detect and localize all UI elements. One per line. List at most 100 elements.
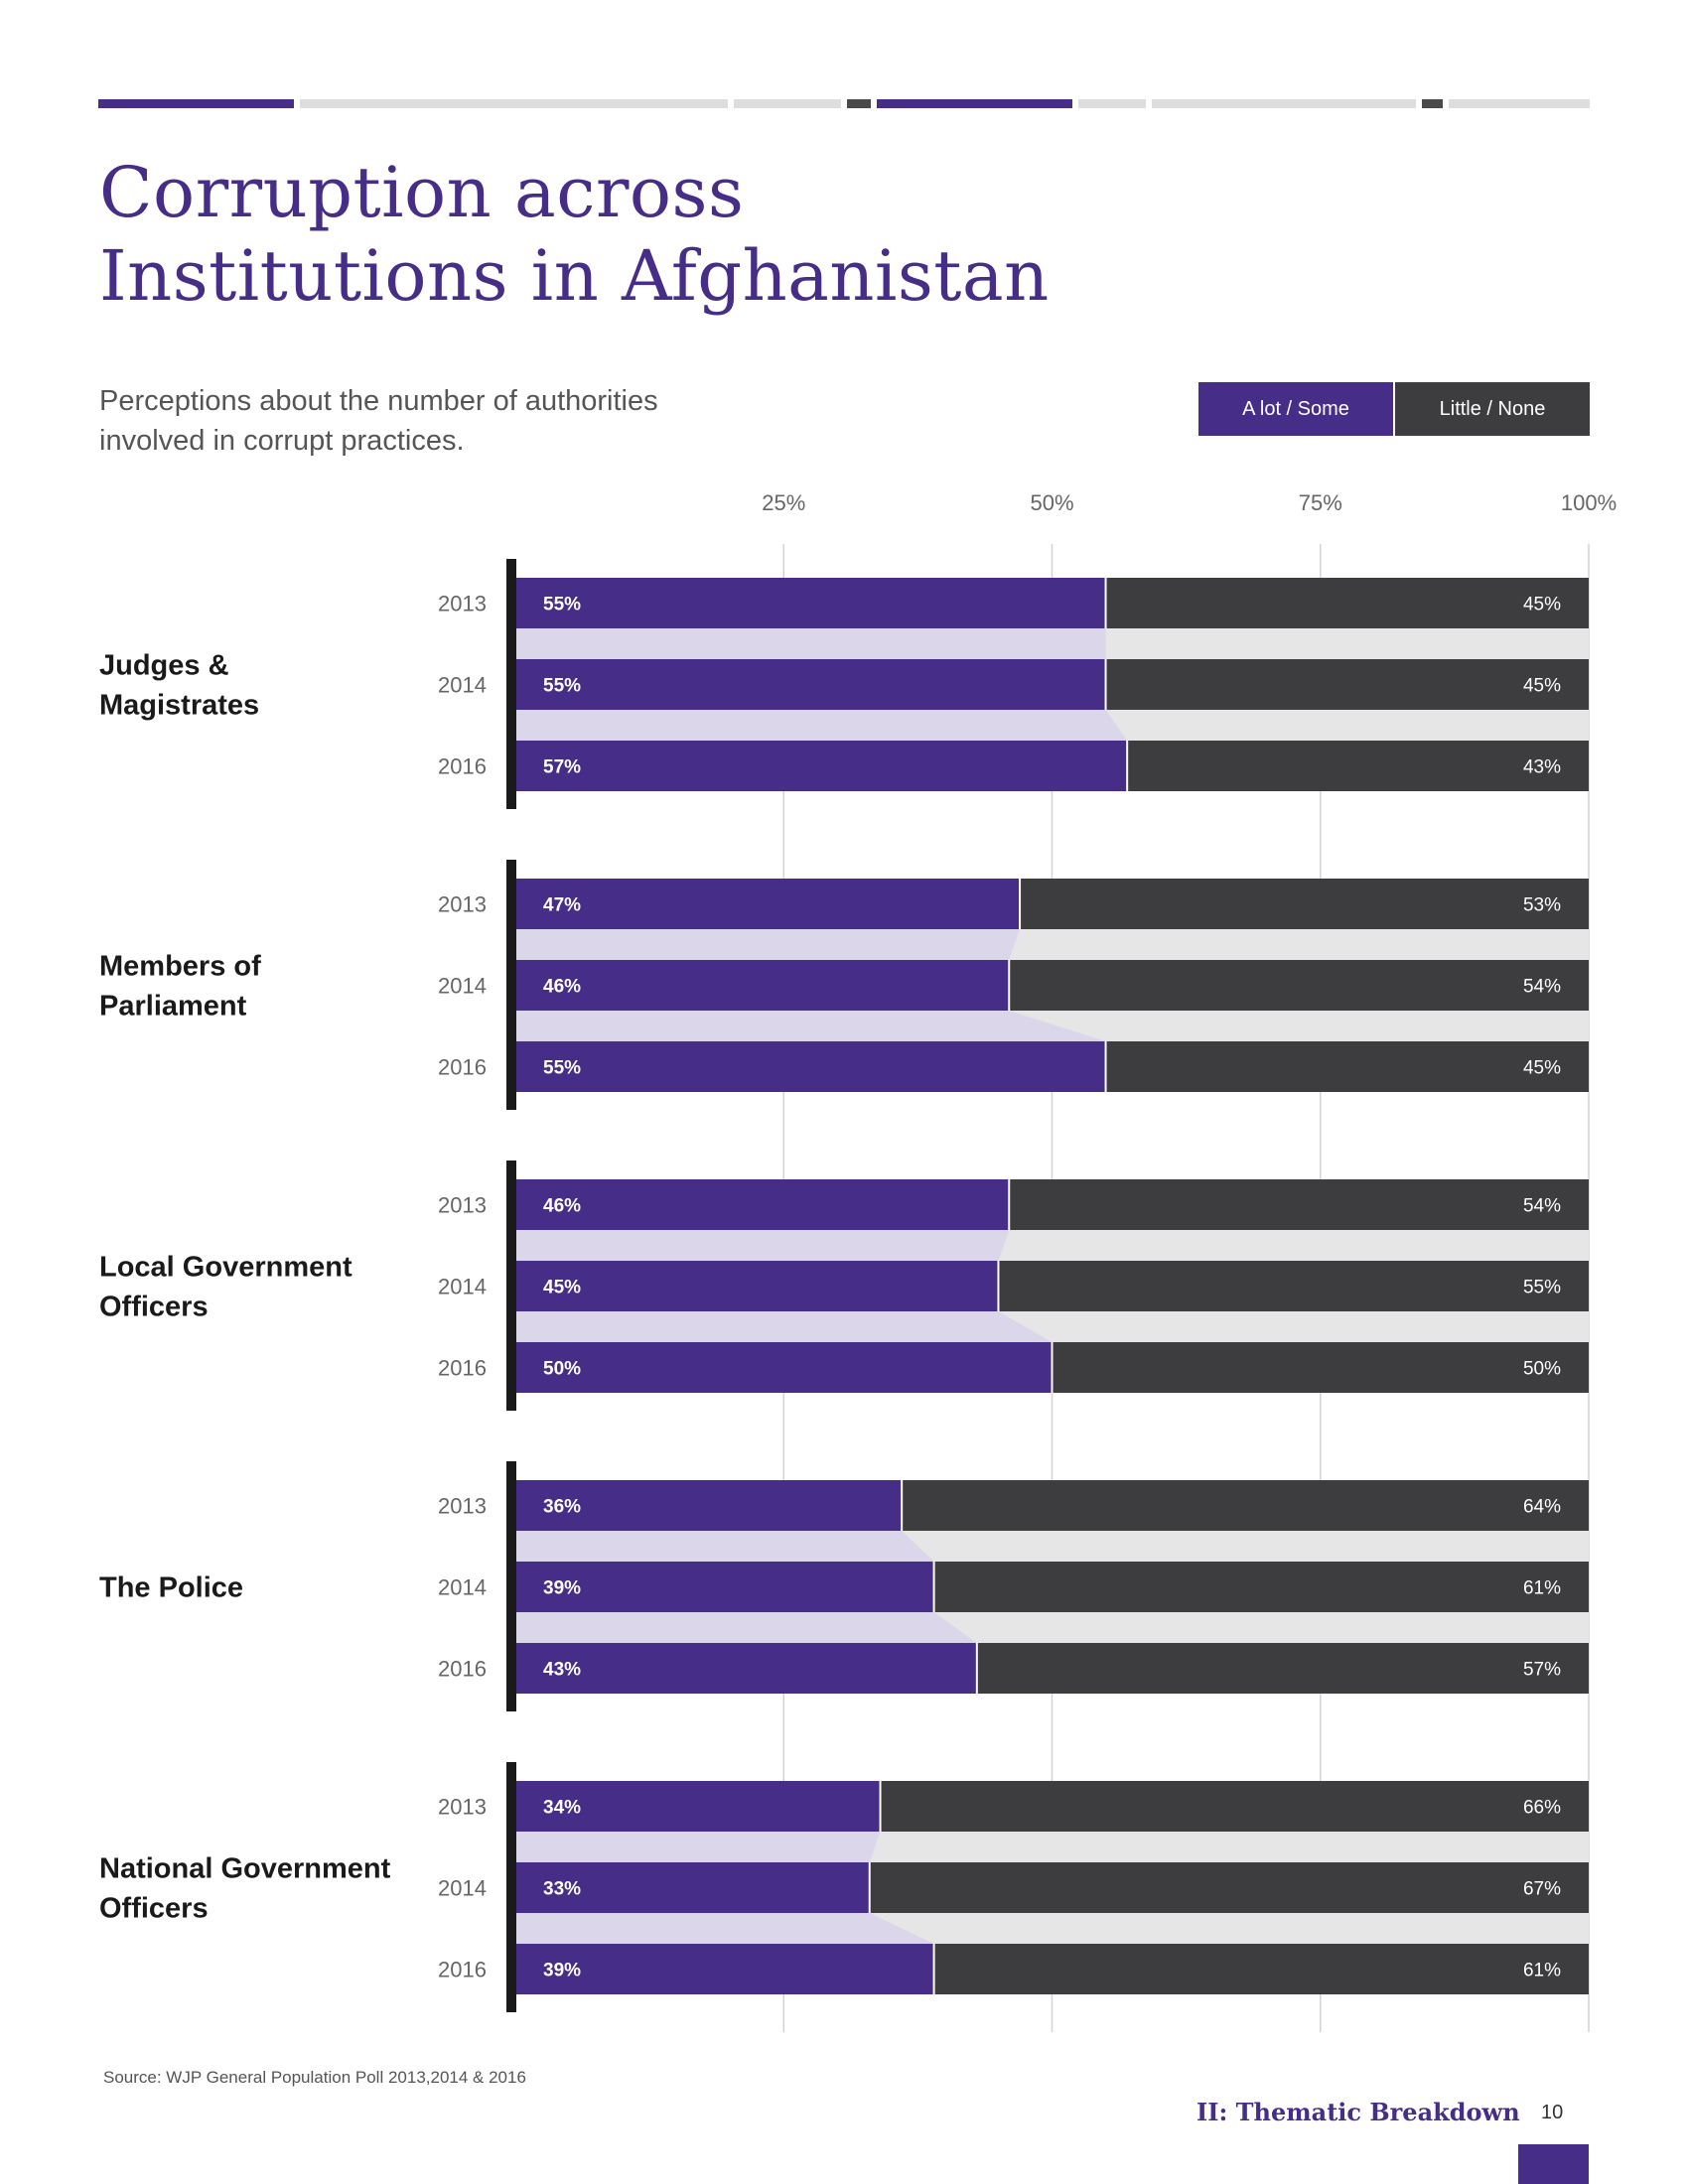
bar-little-none: [933, 1562, 1589, 1612]
topbar-segment: [877, 99, 1072, 108]
connector-band-a-lot: [515, 628, 1106, 659]
data-label-a-lot: 57%: [543, 757, 581, 778]
bar-little-none: [1009, 1179, 1589, 1230]
connector-band-a-lot: [515, 1311, 1053, 1342]
year-label: 2013: [438, 892, 487, 917]
year-label: 2016: [438, 1657, 487, 1682]
bar-a-lot-some: [515, 960, 1010, 1011]
data-label-little: 55%: [1523, 1278, 1561, 1298]
bar-little-none: [1105, 659, 1589, 710]
data-label-a-lot: 46%: [543, 1196, 581, 1217]
year-label: 2013: [438, 592, 487, 616]
category-label: National Government: [99, 1853, 391, 1885]
legend-little-none: Little / None: [1395, 382, 1590, 436]
data-label-a-lot: 43%: [543, 1660, 581, 1681]
subtitle-line-2: involved in corrupt practices.: [99, 425, 465, 457]
group-axis-bar: [506, 1762, 516, 2012]
data-label-a-lot: 34%: [543, 1798, 581, 1819]
bar-a-lot-some: [515, 578, 1106, 628]
bar-a-lot-some: [515, 1261, 999, 1311]
bar-a-lot-some: [515, 659, 1106, 710]
year-label: 2013: [438, 1494, 487, 1519]
legend-a-lot-some: A lot / Some: [1198, 382, 1393, 436]
group-axis-bar: [506, 1461, 516, 1711]
topbar-segment: [1078, 99, 1146, 108]
connector-band-a-lot: [515, 710, 1128, 741]
year-label: 2014: [438, 974, 487, 999]
data-label-a-lot: 50%: [543, 1359, 581, 1380]
category-label: Judges &: [99, 650, 229, 682]
category-label: Magistrates: [99, 690, 259, 722]
data-label-little: 61%: [1523, 1578, 1561, 1599]
data-label-little: 61%: [1523, 1961, 1561, 1981]
category-label: Parliament: [99, 991, 247, 1023]
year-label: 2016: [438, 1958, 487, 1982]
bar-little-none: [1105, 578, 1589, 628]
title-line-1: Corruption across: [99, 152, 745, 233]
data-label-a-lot: 55%: [543, 1058, 581, 1079]
bar-a-lot-some: [515, 879, 1021, 929]
bar-a-lot-some: [515, 1342, 1053, 1393]
connector-band-a-lot: [515, 929, 1021, 960]
bar-little-none: [869, 1862, 1589, 1913]
chart-legend: A lot / Some Little / None: [1198, 382, 1590, 436]
title-line-2: Institutions in Afghanistan: [99, 235, 1050, 317]
group-axis-bar: [506, 860, 516, 1110]
connector-band-a-lot: [515, 1230, 1010, 1261]
data-label-little: 45%: [1523, 595, 1561, 615]
category-label: The Police: [99, 1572, 243, 1604]
topbar-segment: [1422, 99, 1443, 108]
year-label: 2013: [438, 1795, 487, 1820]
x-tick-label: 25%: [762, 490, 805, 515]
data-label-little: 45%: [1523, 1058, 1561, 1079]
bar-a-lot-some: [515, 1562, 934, 1612]
top-decorative-bars: [0, 0, 1688, 119]
data-label-a-lot: 46%: [543, 977, 581, 998]
data-label-a-lot: 39%: [543, 1578, 581, 1599]
data-label-little: 64%: [1523, 1497, 1561, 1518]
bar-little-none: [1009, 960, 1589, 1011]
data-label-little: 53%: [1523, 895, 1561, 916]
connector-band-a-lot: [515, 1011, 1106, 1041]
data-label-little: 57%: [1523, 1660, 1561, 1681]
bar-a-lot-some: [515, 1041, 1106, 1092]
data-label-a-lot: 39%: [543, 1961, 581, 1981]
x-tick-label: 50%: [1030, 490, 1073, 515]
data-label-a-lot: 33%: [543, 1879, 581, 1900]
data-label-little: 45%: [1523, 676, 1561, 697]
page-title: Corruption across Institutions in Afghan…: [99, 151, 1050, 318]
bar-little-none: [902, 1480, 1589, 1531]
source-note: Source: WJP General Population Poll 2013…: [103, 2068, 526, 2087]
year-label: 2016: [438, 1055, 487, 1080]
category-label: Officers: [99, 1292, 209, 1323]
stacked-bar-chart: 25% 50% 75% 100% 55% 45% 2013 55% 45% 2014 57% 43% 2…: [99, 490, 1617, 2032]
data-label-a-lot: 45%: [543, 1278, 581, 1298]
connector-band-a-lot: [515, 1913, 934, 1944]
bar-a-lot-some: [515, 1480, 903, 1531]
category-label: Officers: [99, 1893, 209, 1925]
data-label-little: 54%: [1523, 977, 1561, 998]
topbar-segment: [847, 99, 871, 108]
data-label-a-lot: 55%: [543, 676, 581, 697]
bar-a-lot-some: [515, 1944, 934, 1994]
bar-little-none: [1020, 879, 1589, 929]
connector-band-a-lot: [515, 1612, 977, 1643]
bar-little-none: [1105, 1041, 1589, 1092]
bar-little-none: [933, 1944, 1589, 1994]
data-label-a-lot: 47%: [543, 895, 581, 916]
topbar-segment: [98, 99, 294, 108]
group-axis-bar: [506, 559, 516, 809]
bar-little-none: [880, 1781, 1589, 1832]
bar-little-none: [976, 1643, 1589, 1694]
bar-a-lot-some: [515, 1643, 977, 1694]
year-label: 2014: [438, 1275, 487, 1299]
connector-band-a-lot: [515, 1832, 881, 1862]
footer-section-title: II: Thematic Breakdown: [1196, 2098, 1520, 2126]
data-label-little: 43%: [1523, 757, 1561, 778]
year-label: 2014: [438, 1575, 487, 1600]
topbar-segment: [300, 99, 728, 108]
data-label-little: 54%: [1523, 1196, 1561, 1217]
data-label-little: 50%: [1523, 1359, 1561, 1380]
topbar-segment: [1152, 99, 1416, 108]
topbar-segment: [1449, 99, 1590, 108]
